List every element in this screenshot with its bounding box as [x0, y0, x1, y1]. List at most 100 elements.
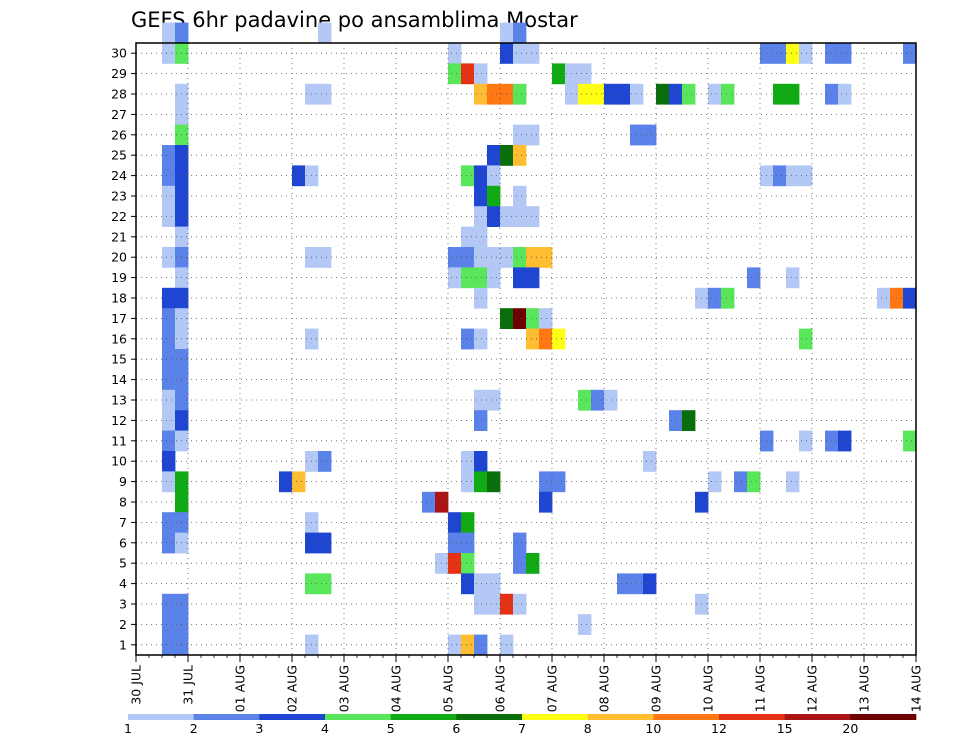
heatmap-cell — [747, 267, 761, 289]
heatmap-cell — [162, 328, 176, 350]
heatmap-cell — [461, 328, 475, 350]
heatmap-cell — [461, 471, 475, 493]
legend-swatch — [259, 714, 326, 720]
legend-swatch — [456, 714, 523, 720]
heatmap-cell — [799, 43, 813, 64]
heatmap-cell — [682, 83, 696, 105]
y-tick-label: 28 — [111, 87, 127, 102]
heatmap-cell — [734, 471, 748, 493]
legend-label: 6 — [452, 721, 460, 736]
legend-swatch — [784, 714, 851, 720]
y-tick-label: 21 — [111, 229, 127, 244]
legend-label: 12 — [711, 721, 727, 736]
heatmap-cell — [721, 287, 735, 309]
heatmap-cell — [487, 471, 501, 493]
heatmap-cell — [526, 247, 540, 268]
heatmap-cell — [448, 267, 462, 289]
y-tick-label: 2 — [119, 617, 127, 632]
heatmap-cell — [162, 389, 176, 411]
heatmap-cell — [552, 63, 566, 85]
heatmap-cell — [162, 349, 176, 370]
heatmap-cell — [474, 63, 488, 85]
heatmap-cell — [461, 573, 475, 595]
heatmap-cell — [526, 124, 540, 146]
heatmap-cell — [461, 226, 475, 248]
heatmap-cell — [162, 430, 176, 452]
heatmap-cell — [513, 308, 527, 329]
heatmap-cell — [773, 165, 787, 187]
heatmap-cell — [162, 410, 176, 431]
heatmap-cell — [448, 63, 462, 85]
heatmap-cell — [448, 43, 462, 64]
heatmap-cell — [487, 573, 501, 595]
heatmap-cell — [474, 410, 488, 431]
legend-swatch — [128, 714, 194, 720]
heatmap-cell — [669, 83, 683, 105]
x-tick-label: 07 AUG — [545, 665, 560, 712]
legend-label: 2 — [190, 721, 198, 736]
heatmap-cell — [487, 83, 501, 105]
heatmap-cell — [539, 471, 553, 493]
heatmap-cell — [422, 491, 436, 513]
y-tick-label: 10 — [111, 454, 127, 469]
heatmap-cell — [474, 83, 488, 105]
heatmap-cell — [526, 43, 540, 64]
x-tick-label: 09 AUG — [649, 665, 664, 712]
y-tick-label: 20 — [111, 250, 127, 265]
legend-label: 15 — [777, 721, 793, 736]
heatmap-cell — [474, 267, 488, 289]
x-tick-label: 05 AUG — [441, 665, 456, 712]
heatmap-cell — [162, 43, 176, 64]
y-tick-label: 4 — [119, 576, 127, 591]
heatmap-cell — [474, 634, 488, 656]
y-tick-label: 30 — [111, 46, 127, 61]
heatmap-cell — [162, 22, 176, 44]
y-tick-label: 19 — [111, 270, 127, 285]
heatmap-cell — [461, 553, 475, 574]
heatmap-cell — [461, 532, 475, 554]
heatmap-cell — [487, 165, 501, 187]
x-tick-label: 03 AUG — [337, 665, 352, 712]
heatmap-cell — [487, 593, 501, 615]
y-tick-label: 18 — [111, 291, 127, 306]
heatmap-cell — [539, 308, 553, 329]
heatmap-cell — [162, 287, 176, 309]
heatmap-cell — [500, 22, 514, 44]
heatmap-cell — [513, 553, 527, 574]
heatmap-cell — [513, 593, 527, 615]
heatmap-cell — [162, 451, 176, 472]
x-tick-label: 31 JUL — [181, 665, 196, 705]
heatmap-cell — [474, 287, 488, 309]
heatmap-cell — [461, 451, 475, 472]
heatmap-cell — [162, 165, 176, 187]
heatmap-cell — [773, 83, 787, 105]
heatmap-cell — [656, 83, 670, 105]
heatmap-cell — [474, 206, 488, 227]
heatmap-cell — [643, 451, 657, 472]
legend-swatch — [193, 714, 260, 720]
heatmap-cell — [903, 43, 917, 64]
heatmap-cell — [747, 471, 761, 493]
heatmap-cell — [318, 451, 332, 472]
heatmap-cell — [461, 165, 475, 187]
y-tick-label: 6 — [119, 535, 127, 550]
heatmap-cell — [162, 532, 176, 554]
heatmap-cell — [487, 389, 501, 411]
heatmap-cell — [162, 206, 176, 227]
x-tick-label: 14 AUG — [909, 665, 924, 712]
heatmap-cell — [162, 308, 176, 329]
heatmap-cell — [318, 532, 332, 554]
heatmap-cell — [474, 226, 488, 248]
legend-label: 7 — [518, 721, 526, 736]
heatmap-cell — [474, 165, 488, 187]
heatmap-cell — [786, 267, 800, 289]
legend-swatch — [522, 714, 588, 720]
heatmap-cell — [318, 573, 332, 595]
heatmap-cell — [604, 83, 618, 105]
x-tick-label: 13 AUG — [857, 665, 872, 712]
y-tick-label: 12 — [111, 413, 127, 428]
legend-swatch — [325, 714, 391, 720]
x-axis: 30 JUL 31 JUL 01 AUG 02 AUG 03 AUG 04 AUG 05 A… — [129, 655, 924, 712]
y-tick-label: 16 — [111, 331, 127, 346]
